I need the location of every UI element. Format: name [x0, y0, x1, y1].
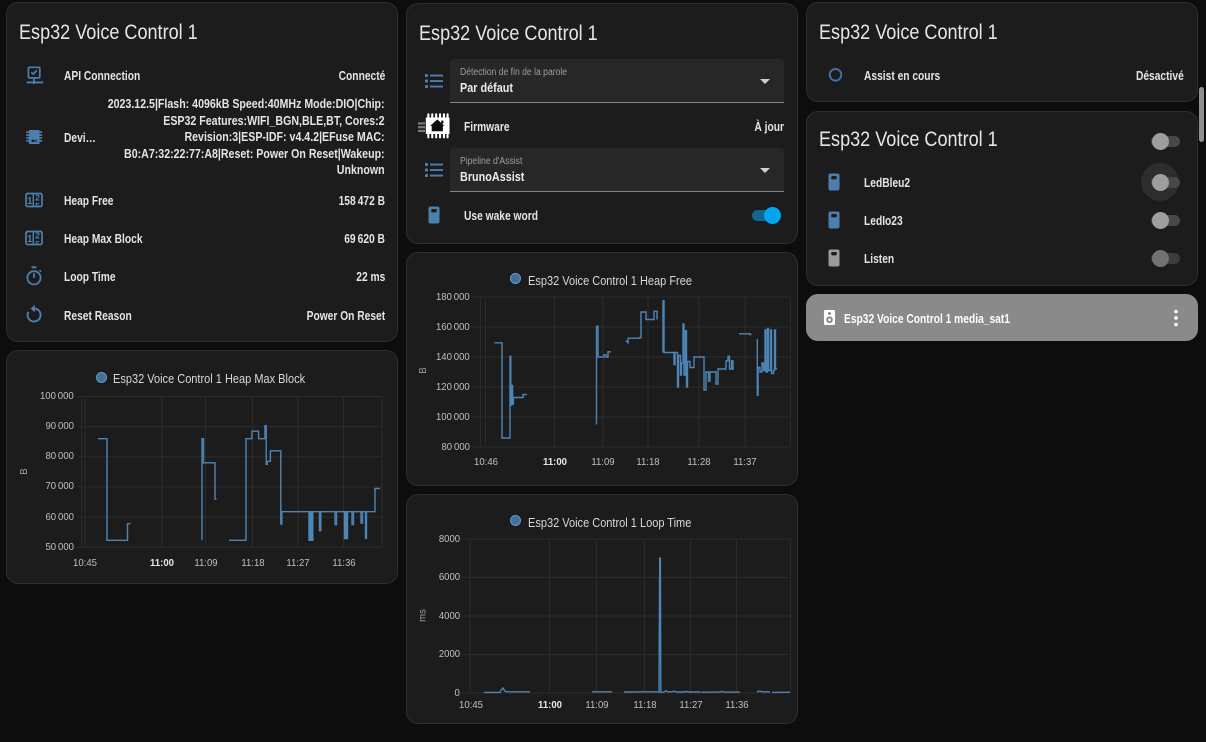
svg-text:1: 1 [27, 234, 33, 245]
svg-text:5: 5 [35, 201, 40, 211]
svg-text:5: 5 [35, 239, 40, 249]
svg-text:2: 2 [35, 192, 40, 202]
svg-text:1: 1 [27, 196, 33, 207]
svg-text:2: 2 [35, 230, 40, 240]
